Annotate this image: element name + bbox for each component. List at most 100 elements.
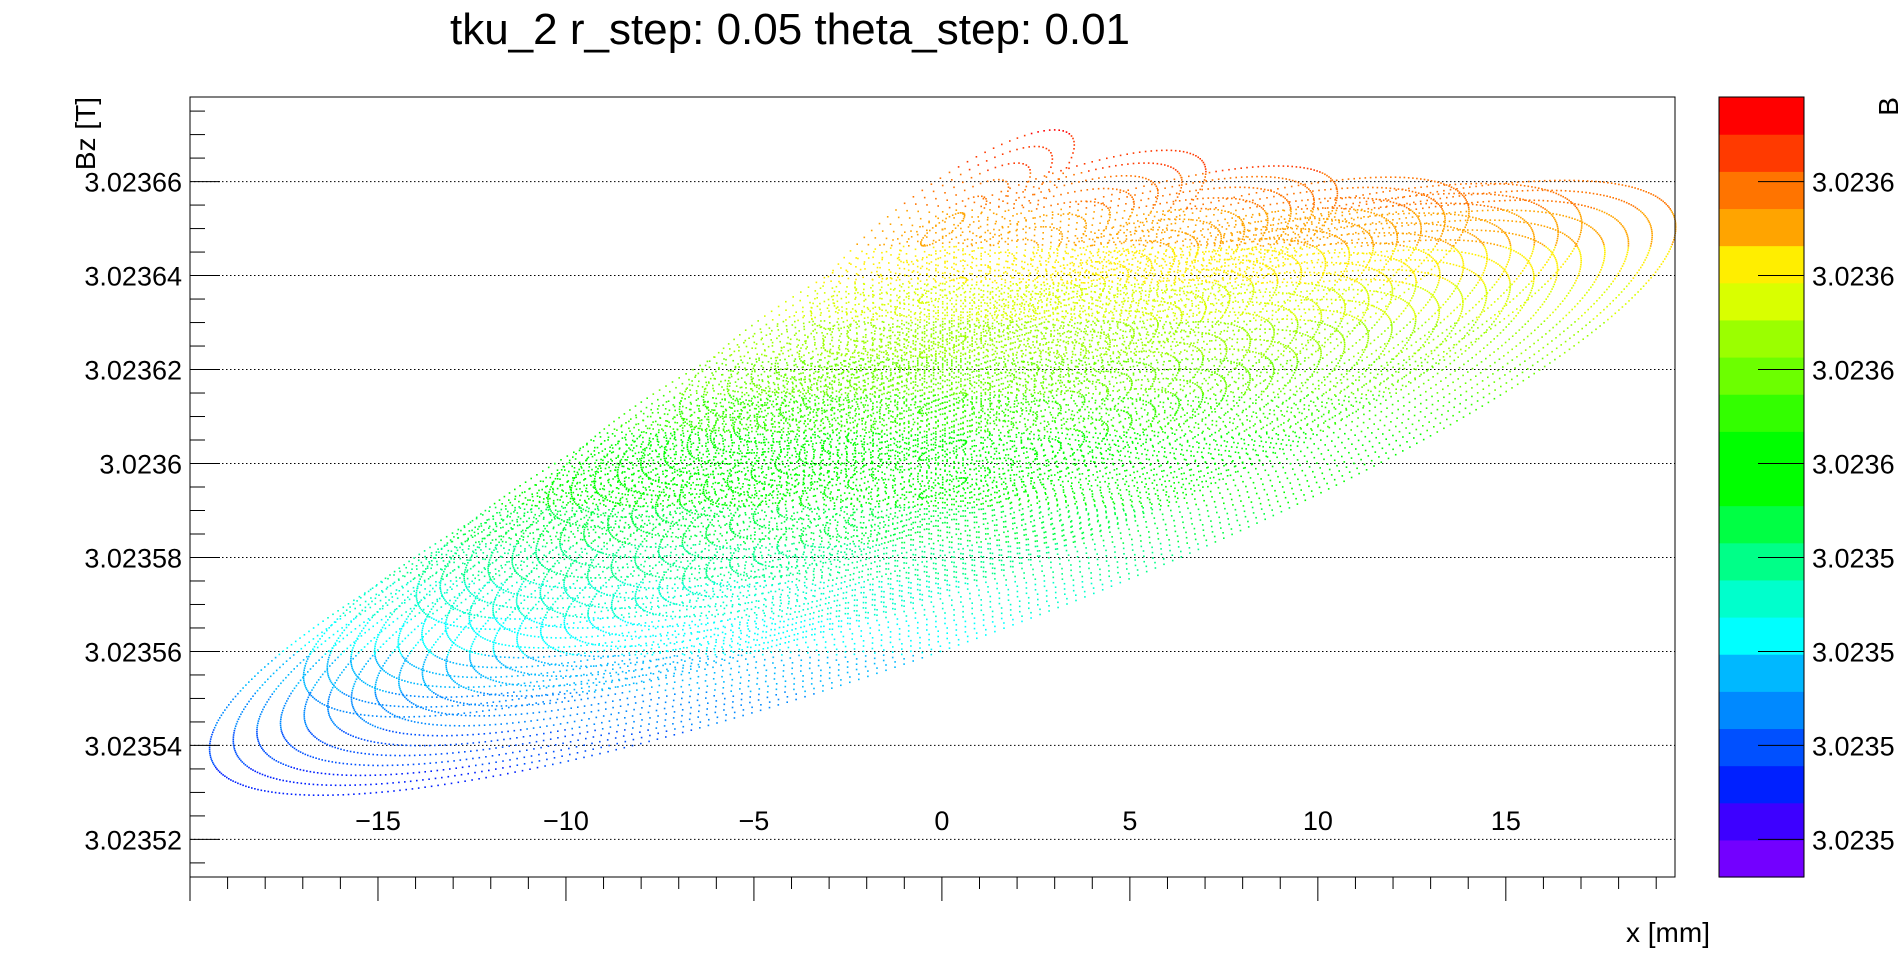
data-point <box>700 522 703 524</box>
data-point <box>989 397 991 399</box>
data-point <box>747 663 749 666</box>
data-point <box>1079 354 1082 356</box>
data-point <box>949 479 951 481</box>
data-point <box>518 721 520 724</box>
data-point <box>1375 358 1378 361</box>
data-point <box>1414 322 1417 325</box>
data-point <box>923 551 926 553</box>
data-point <box>738 515 740 518</box>
data-point <box>498 595 501 597</box>
data-point <box>664 481 667 484</box>
data-point <box>1186 441 1189 443</box>
data-point <box>655 613 657 616</box>
data-point <box>1075 500 1078 503</box>
data-point <box>1337 330 1339 332</box>
data-point <box>690 689 692 692</box>
data-point <box>1039 505 1041 508</box>
data-point <box>1106 458 1109 460</box>
data-point <box>1355 400 1358 403</box>
data-point <box>1334 271 1337 274</box>
data-point <box>1099 372 1102 374</box>
data-point <box>827 404 829 406</box>
data-point <box>1150 463 1152 465</box>
data-point <box>1528 262 1531 264</box>
data-point <box>1175 395 1178 398</box>
data-point <box>934 500 937 502</box>
data-point <box>1036 495 1038 498</box>
data-point <box>1082 456 1085 458</box>
data-point <box>698 651 700 653</box>
data-point <box>560 675 562 677</box>
data-point <box>1482 308 1484 311</box>
data-point <box>1340 333 1342 335</box>
data-point <box>1129 366 1132 368</box>
data-point <box>989 402 991 405</box>
data-point <box>1173 519 1175 522</box>
data-point <box>524 586 527 588</box>
data-point <box>382 665 384 667</box>
data-point <box>705 614 707 617</box>
data-point <box>1166 474 1169 477</box>
data-point <box>1300 419 1303 422</box>
data-point <box>1464 350 1467 352</box>
data-point <box>1262 354 1265 357</box>
data-point <box>683 654 686 656</box>
data-point <box>966 525 969 527</box>
data-point <box>1144 344 1146 346</box>
data-point <box>526 565 528 567</box>
data-point <box>1295 299 1297 302</box>
data-point <box>862 390 865 392</box>
data-point <box>1039 560 1041 563</box>
data-point <box>1411 355 1414 358</box>
data-point <box>941 476 944 479</box>
data-point <box>511 611 514 613</box>
data-point <box>955 571 958 573</box>
data-point <box>1328 280 1331 282</box>
data-point <box>1323 422 1325 424</box>
data-point <box>616 589 618 592</box>
data-point <box>410 631 413 634</box>
data-point <box>745 640 747 643</box>
data-point <box>962 547 964 550</box>
data-point <box>378 672 380 674</box>
data-point <box>612 508 614 510</box>
data-point <box>1157 431 1160 434</box>
data-point <box>1407 393 1410 395</box>
data-point <box>1025 533 1027 536</box>
data-point <box>1202 358 1204 360</box>
data-point <box>928 407 930 410</box>
data-point <box>1201 420 1203 422</box>
data-point <box>939 388 942 390</box>
data-point <box>966 436 969 439</box>
data-point <box>543 616 546 619</box>
data-point <box>883 419 885 422</box>
data-point <box>1298 411 1301 414</box>
data-point <box>1266 310 1268 312</box>
data-point <box>666 634 668 637</box>
data-point <box>469 652 471 654</box>
data-point <box>1018 377 1021 380</box>
data-point <box>729 563 731 566</box>
series-ring-0 <box>208 179 1677 796</box>
data-point <box>878 570 881 573</box>
data-point <box>612 544 614 547</box>
data-point <box>1458 265 1461 268</box>
data-point <box>1183 472 1185 475</box>
data-point <box>810 522 812 524</box>
data-point <box>540 633 542 636</box>
data-point <box>1365 370 1367 372</box>
data-point <box>629 662 632 664</box>
data-point <box>600 587 602 590</box>
data-point <box>492 679 495 682</box>
data-point <box>470 619 473 622</box>
data-point <box>628 670 630 672</box>
data-point <box>1151 342 1154 345</box>
data-point <box>1189 512 1192 514</box>
data-point <box>689 538 691 540</box>
data-point <box>447 654 449 656</box>
data-point <box>712 595 714 598</box>
data-point <box>1314 321 1317 323</box>
data-point <box>577 527 579 529</box>
data-point <box>1226 330 1229 332</box>
data-point <box>1079 487 1082 489</box>
